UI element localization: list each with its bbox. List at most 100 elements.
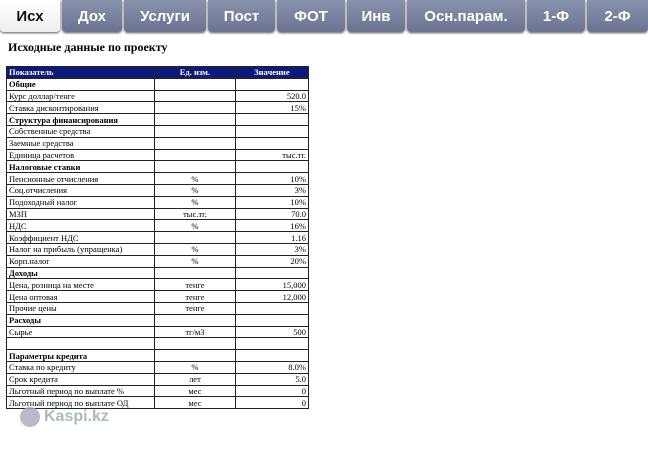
row-value[interactable]: 8.0% bbox=[234, 360, 310, 374]
row-name: Курс доллар/тенге bbox=[5, 89, 156, 103]
table-row: Налоговые ставки bbox=[5, 160, 310, 174]
row-value[interactable]: 520.0 bbox=[234, 89, 310, 103]
tab-3[interactable]: Пост bbox=[208, 0, 275, 32]
table-row: Доходы bbox=[5, 266, 310, 280]
tab-4[interactable]: ФОТ bbox=[277, 0, 345, 32]
row-value[interactable]: тыс.тг. bbox=[234, 148, 310, 162]
row-name: Корп.налог bbox=[5, 254, 156, 268]
row-name: Единица расчетов bbox=[5, 148, 156, 162]
table-row: Ставка по кредиту% 8.0% bbox=[5, 360, 310, 374]
table-row: Курс доллар/тенге 520.0 bbox=[5, 89, 310, 103]
row-unit: % bbox=[154, 254, 236, 268]
row-value[interactable]: 500 bbox=[234, 325, 310, 339]
row-name: Доходы bbox=[5, 266, 156, 280]
row-unit bbox=[154, 124, 236, 138]
row-name: Заемные средства bbox=[5, 136, 156, 150]
row-unit: мес bbox=[154, 384, 236, 398]
row-unit: тг/м3 bbox=[154, 325, 236, 339]
row-name: Общие bbox=[5, 77, 156, 91]
table-row: Единица расчетов тыс.тг. bbox=[5, 148, 310, 162]
row-value[interactable] bbox=[234, 337, 310, 351]
row-value[interactable]: 10% bbox=[234, 172, 310, 185]
row-value[interactable] bbox=[234, 266, 310, 280]
table-row: Цена, розница на месте тенге 15,000 bbox=[5, 278, 310, 292]
row-value[interactable]: 0 bbox=[234, 396, 310, 410]
table-row: Структура финансирования bbox=[5, 113, 310, 126]
row-name: Ставка дисконтирования bbox=[5, 101, 156, 115]
watermark: Kaspi.kz bbox=[20, 407, 109, 427]
row-unit: лет bbox=[154, 372, 236, 386]
table-row: Собственные средства bbox=[5, 124, 310, 138]
row-value[interactable]: 20% bbox=[234, 254, 310, 268]
table-row: МЗП тыс.тг. 70.0 bbox=[5, 207, 310, 221]
row-unit bbox=[154, 136, 236, 150]
row-name: НДС bbox=[5, 219, 156, 233]
row-unit: тыс.тг. bbox=[154, 207, 236, 221]
row-unit bbox=[154, 231, 236, 244]
row-value[interactable] bbox=[234, 77, 310, 91]
table-row: Заемные средства bbox=[5, 136, 310, 150]
table-row: Подоходный налог% 10% bbox=[5, 195, 310, 209]
row-unit bbox=[154, 89, 236, 103]
row-unit: мес bbox=[154, 396, 236, 410]
row-name: Льготный период по выплате % bbox=[5, 384, 156, 398]
row-unit bbox=[154, 77, 236, 91]
row-name: Подоходный налог bbox=[5, 195, 156, 209]
row-value[interactable]: 15% bbox=[234, 101, 310, 115]
kaspi-logo-icon bbox=[20, 407, 40, 427]
tab-1[interactable]: Дох bbox=[62, 0, 122, 32]
row-value[interactable]: 15,000 bbox=[234, 278, 310, 292]
row-name: Цена, розница на месте bbox=[5, 278, 156, 292]
row-value[interactable]: 12,000 bbox=[234, 290, 310, 303]
table-row: Ставка дисконтирования 15% bbox=[5, 101, 310, 115]
row-name: Коэффициент НДС bbox=[5, 231, 156, 244]
page-title: Исходные данные по проекту bbox=[8, 40, 168, 54]
row-name: Цена оптовая bbox=[5, 290, 156, 303]
row-value[interactable]: 3% bbox=[234, 183, 310, 197]
row-value[interactable]: 70.0 bbox=[234, 207, 310, 221]
row-name: Налог на прибыль (упращенка) bbox=[5, 242, 156, 256]
row-value[interactable]: 5.0 bbox=[234, 372, 310, 386]
tab-6[interactable]: Осн.парам. bbox=[407, 0, 525, 32]
row-unit bbox=[154, 160, 236, 174]
row-value[interactable]: 0 bbox=[234, 384, 310, 398]
table-row: Корп.налог% 20% bbox=[5, 254, 310, 268]
row-value[interactable]: 3% bbox=[234, 242, 310, 256]
row-name: Прочие цены bbox=[5, 301, 156, 315]
row-value[interactable] bbox=[234, 124, 310, 138]
row-value[interactable] bbox=[234, 301, 310, 315]
row-value[interactable] bbox=[234, 160, 310, 174]
tab-5[interactable]: Инв bbox=[347, 0, 405, 32]
header-indicator: Показатель bbox=[5, 66, 156, 79]
table-row: Сырье тг/м3 500 bbox=[5, 325, 310, 339]
row-value[interactable] bbox=[234, 349, 310, 362]
row-name: Собственные средства bbox=[5, 124, 156, 138]
table-row: Цена оптовая тенге 12,000 bbox=[5, 290, 310, 303]
row-value[interactable]: 1.16 bbox=[234, 231, 310, 244]
row-unit: тенге bbox=[154, 278, 236, 292]
tab-8[interactable]: 2-Ф bbox=[587, 0, 648, 32]
row-unit: % bbox=[154, 219, 236, 233]
table-row bbox=[5, 337, 310, 351]
row-name: Расходы bbox=[5, 313, 156, 327]
row-value[interactable] bbox=[234, 113, 310, 126]
row-name bbox=[5, 337, 156, 351]
table-row: Срок кредита лет 5.0 bbox=[5, 372, 310, 386]
row-name: МЗП bbox=[5, 207, 156, 221]
row-value[interactable]: 16% bbox=[234, 219, 310, 233]
row-unit: % bbox=[154, 242, 236, 256]
tab-2[interactable]: Услуги bbox=[124, 0, 206, 32]
row-unit: тенге bbox=[154, 301, 236, 315]
row-value[interactable] bbox=[234, 313, 310, 327]
row-name: Сырье bbox=[5, 325, 156, 339]
row-value[interactable]: 10% bbox=[234, 195, 310, 209]
row-name: Пенсионные отчисления bbox=[5, 172, 156, 185]
row-value[interactable] bbox=[234, 136, 310, 150]
tab-0[interactable]: Исх bbox=[0, 0, 60, 32]
table-row: Расходы bbox=[5, 313, 310, 327]
table-row: Соц.отчисления% 3% bbox=[5, 183, 310, 197]
row-name: Налоговые ставки bbox=[5, 160, 156, 174]
table-row: Налог на прибыль (упращенка)% 3% bbox=[5, 242, 310, 256]
row-unit bbox=[154, 101, 236, 115]
tab-7[interactable]: 1-Ф bbox=[527, 0, 585, 32]
